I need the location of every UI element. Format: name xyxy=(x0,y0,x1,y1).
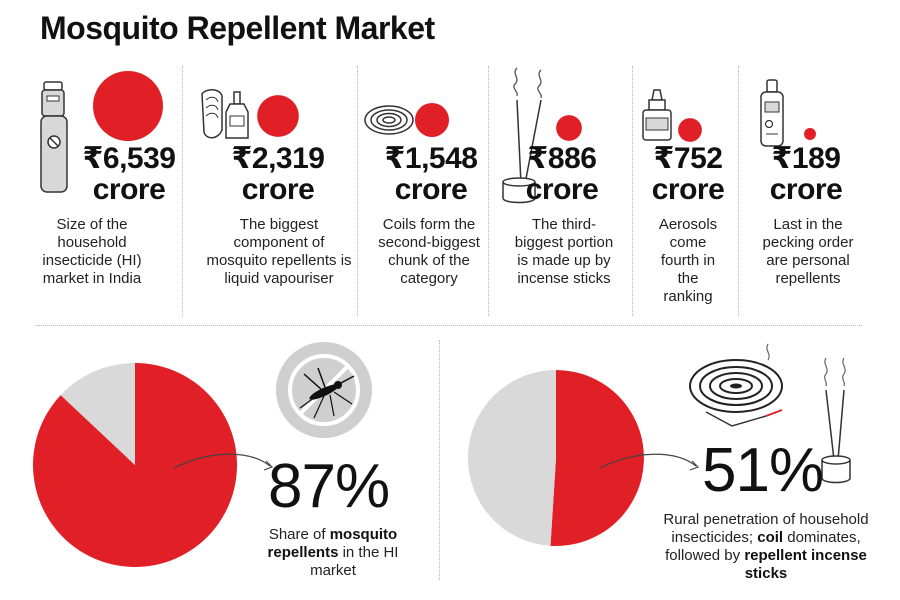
segment-hi-market: ₹6,539 crore Size of the household insec… xyxy=(42,142,183,288)
coil-with-stand-icon xyxy=(689,343,783,427)
column-divider xyxy=(182,66,183,316)
incense-stick-icon xyxy=(502,67,542,204)
segment-aerosols: ₹752 crore Aerosols come fourth in the r… xyxy=(640,144,736,306)
market-bubble xyxy=(93,71,163,141)
segment-value: ₹189 xyxy=(771,142,841,175)
segment-incense-sticks: ₹886 crore The third-biggest portion is … xyxy=(512,142,613,288)
segment-description: The biggest component of mosquito repell… xyxy=(206,216,352,287)
column-divider xyxy=(738,66,739,316)
vapouriser-icon xyxy=(201,89,249,139)
segment-unit: crore xyxy=(394,173,468,206)
market-bubble xyxy=(804,128,816,140)
column-divider xyxy=(632,66,633,316)
segment-unit: crore xyxy=(92,173,166,206)
pie-caption: Share of mosquito repellents in the HI m… xyxy=(267,526,399,579)
pie-slice xyxy=(550,370,644,546)
segment-description: The third-biggest portion is made up by … xyxy=(514,216,614,287)
pie-slice xyxy=(60,363,135,465)
pointer-arrow-icon xyxy=(599,453,700,471)
market-bubble xyxy=(556,115,582,141)
segment-value: ₹6,539 xyxy=(82,142,176,175)
column-divider xyxy=(357,66,358,316)
segment-value: ₹886 xyxy=(527,142,597,175)
aerosol-can-icon xyxy=(40,81,68,193)
personal-repellent-icon xyxy=(760,79,784,147)
segment-description: Size of the household insecticide (HI) m… xyxy=(42,216,142,287)
segment-coils: ₹1,548 crore Coils form the second-bigge… xyxy=(375,144,487,288)
pie-percentage-label: 87% xyxy=(268,452,390,521)
pointer-arrow-icon xyxy=(173,453,274,471)
coil-icon xyxy=(364,105,414,135)
market-size-bubbles xyxy=(93,71,816,142)
mosquito-repellent-share-pie xyxy=(33,363,238,567)
segment-unit: crore xyxy=(241,173,315,206)
segment-personal-repellents: ₹189 crore Last in the pecking order are… xyxy=(756,144,856,288)
incense-holder-icon xyxy=(821,357,851,484)
section-divider xyxy=(36,325,862,326)
market-bubble xyxy=(414,102,450,138)
page-title: Mosquito Repellent Market xyxy=(40,10,435,46)
market-bubble xyxy=(257,95,299,137)
rural-penetration-pie xyxy=(467,369,644,546)
pie-slice xyxy=(467,369,556,546)
section-divider xyxy=(439,340,440,580)
segment-unit: crore xyxy=(769,173,843,206)
segment-value: ₹752 xyxy=(653,142,723,175)
segment-unit: crore xyxy=(651,173,725,206)
segment-description: Coils form the second-biggest chunk of t… xyxy=(378,216,480,287)
segment-value: ₹1,548 xyxy=(384,142,478,175)
pie-caption: Rural penetration of household insectici… xyxy=(663,511,869,582)
market-bubble xyxy=(678,118,702,142)
column-divider xyxy=(488,66,489,316)
pie-percentage-label: 51% xyxy=(702,436,824,505)
segment-description: Aerosols come fourth in the ranking xyxy=(658,216,718,305)
no-mosquito-icon xyxy=(276,342,372,438)
aerosol-bottle-icon xyxy=(642,89,672,141)
segment-unit: crore xyxy=(525,173,599,206)
segment-description: Last in the pecking order are personal r… xyxy=(762,216,854,287)
segment-liquid-vapouriser: ₹2,319 crore The biggest component of mo… xyxy=(206,142,351,288)
pie-slice xyxy=(33,363,238,567)
segment-value: ₹2,319 xyxy=(231,142,325,175)
